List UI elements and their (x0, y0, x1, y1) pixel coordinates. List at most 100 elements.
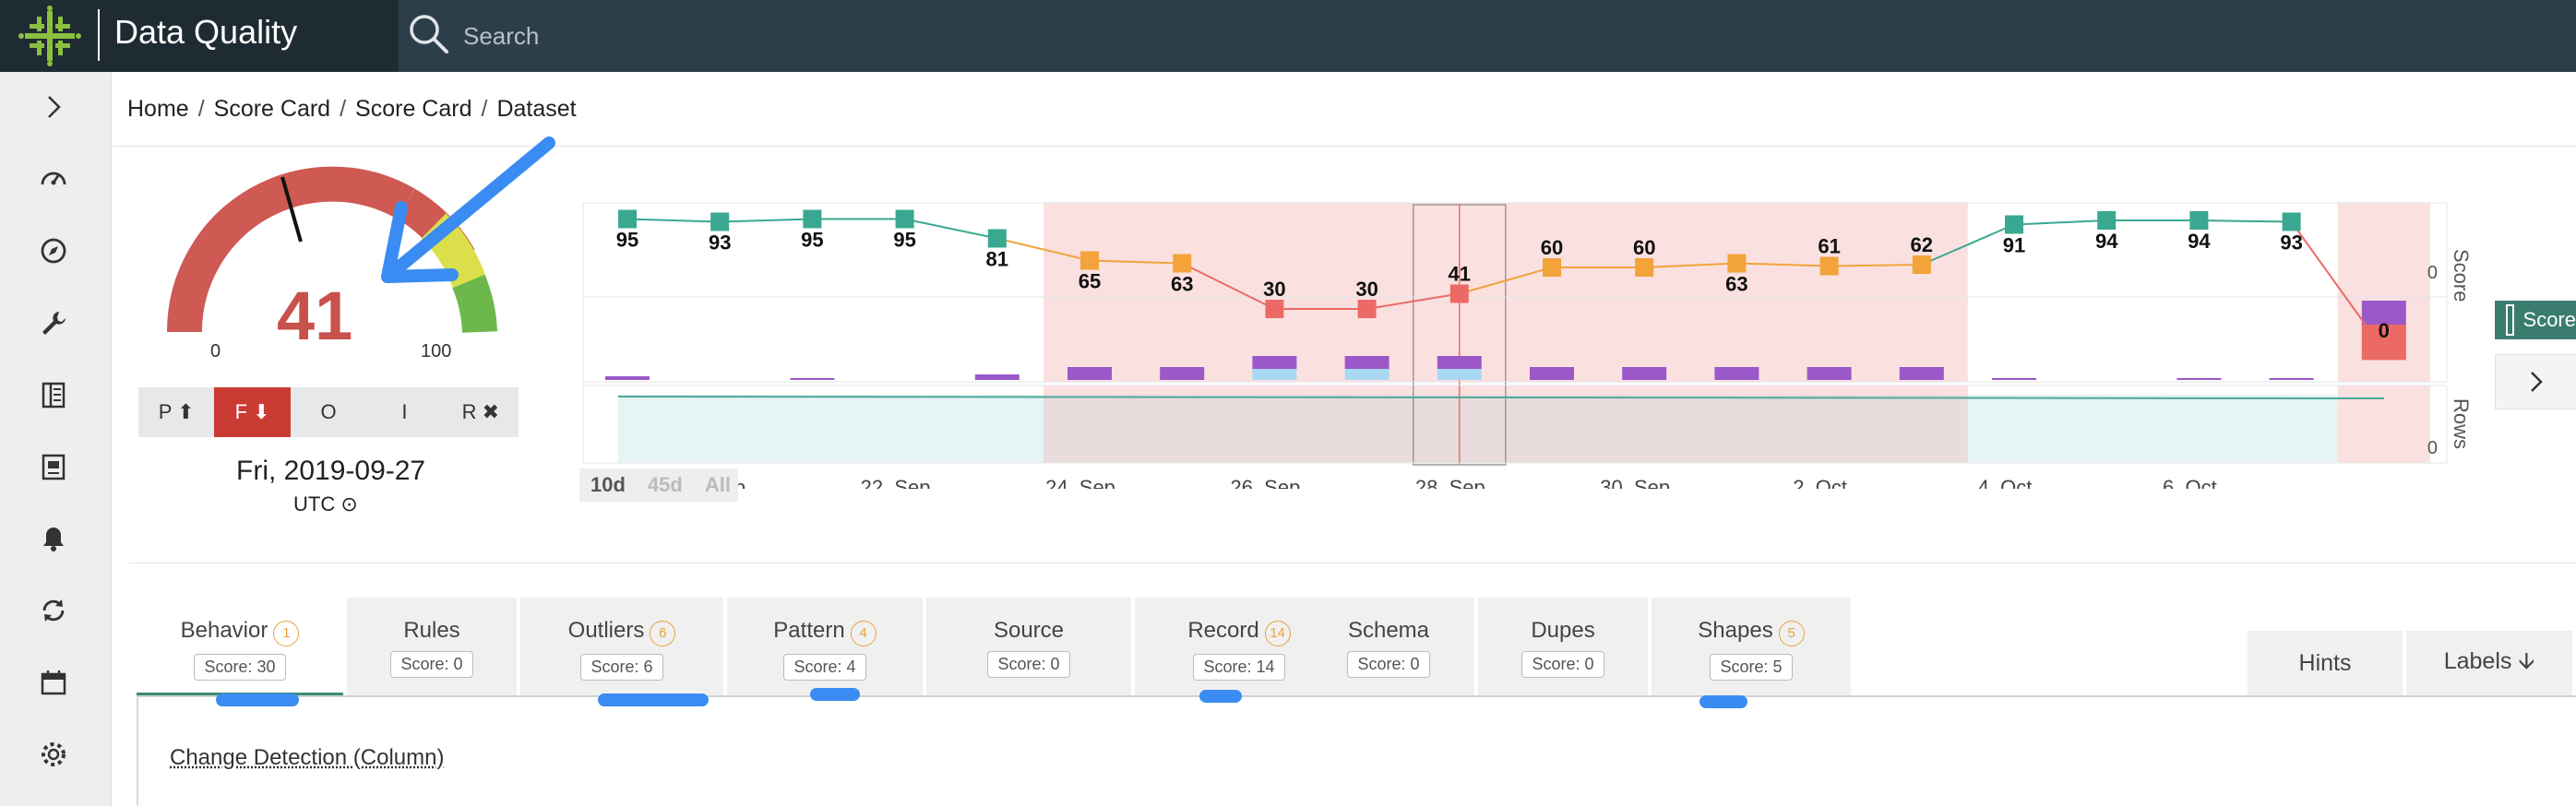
volume-bar (1345, 356, 1389, 369)
score-point (1727, 255, 1746, 273)
range-10d-button[interactable]: 10d (579, 473, 637, 497)
catalog-icon (39, 380, 68, 409)
tab-schema[interactable]: Schema Score: 0 (1303, 598, 1474, 695)
volume-bar (1437, 369, 1482, 380)
tab-shapes[interactable]: Shapes 5 Score: 5 (1652, 598, 1851, 695)
volume-bar (1530, 367, 1574, 380)
filter-f-button[interactable]: F ⬇ (214, 387, 290, 437)
sidebar-item-dashboard[interactable] (28, 153, 79, 205)
score-label: 60 (1633, 236, 1655, 259)
score-point (2189, 211, 2208, 230)
tab-label: Schema (1348, 618, 1429, 644)
report-icon (39, 452, 68, 481)
sidebar-item-reports[interactable] (28, 441, 79, 492)
tab-label: Outliers (568, 618, 645, 644)
range-all-button[interactable]: All (694, 473, 742, 497)
score-label: 62 (1911, 233, 1933, 256)
score-point (1820, 257, 1839, 276)
breadcrumb-scorecard-2[interactable]: Score Card (355, 96, 471, 122)
sidebar-item-catalog[interactable] (28, 369, 79, 421)
score-zero-label: 0 (2427, 263, 2438, 283)
alert-band (2338, 203, 2430, 297)
search-icon[interactable] (406, 11, 452, 57)
tab-content (137, 697, 2576, 806)
annotation-arrow-icon (351, 129, 563, 295)
speedometer-icon (39, 164, 68, 194)
volume-bar (1252, 369, 1296, 380)
sidebar-item-tools[interactable] (28, 297, 79, 349)
filter-r-button[interactable]: R ✖ (443, 387, 519, 437)
score-point (988, 230, 1007, 248)
score-point (1358, 300, 1377, 318)
tab-score: Score: 0 (1347, 651, 1429, 678)
tab-behavior[interactable]: Behavior 1 Score: 30 (137, 598, 343, 695)
breadcrumb-dataset[interactable]: Dataset (496, 96, 576, 122)
rows-area (618, 395, 1044, 463)
chevron-right-icon (2525, 368, 2547, 396)
volume-bar (975, 374, 1020, 380)
sidebar-item-alerts[interactable] (28, 513, 79, 564)
bell-icon (39, 524, 68, 553)
volume-bar (2270, 378, 2314, 380)
tab-label: Shapes (1698, 618, 1772, 644)
volume-bar (1160, 367, 1204, 380)
search-input[interactable] (461, 15, 1111, 57)
tab-score: Score: 14 (1193, 654, 1284, 681)
app-logo-icon (17, 6, 83, 66)
sidebar-item-sync[interactable] (28, 585, 79, 636)
tab-labels[interactable]: Labels 🡫 (2406, 631, 2572, 695)
x-tick-label: 2. Oct (1793, 476, 1847, 489)
change-detection-link[interactable]: Change Detection (Column) (170, 745, 444, 771)
tab-source[interactable]: Source Score: 0 (926, 598, 1131, 695)
chevron-right-icon (40, 93, 67, 121)
score-label: 95 (801, 229, 823, 252)
score-toggle-button[interactable]: Score (2495, 301, 2576, 339)
score-label: 63 (1725, 273, 1747, 296)
breadcrumb-scorecard[interactable]: Score Card (214, 96, 330, 122)
range-45d-button[interactable]: 45d (637, 473, 694, 497)
breadcrumb-home[interactable]: Home (127, 96, 189, 122)
tab-score: Score: 30 (194, 654, 285, 681)
score-label: 91 (2003, 234, 2025, 257)
score-label: 65 (1079, 270, 1101, 293)
score-point (1543, 258, 1561, 277)
brand: Data Quality (0, 0, 399, 72)
score-label: 93 (709, 231, 731, 255)
volume-bar (2176, 378, 2221, 380)
tab-score: Score: 6 (580, 654, 662, 681)
score-label: 0 (2379, 319, 2390, 342)
score-label: 30 (1263, 278, 1285, 301)
volume-bar (1714, 367, 1759, 380)
score-point (2005, 216, 2023, 234)
toggle-box-icon (2506, 304, 2514, 336)
score-label: 61 (1818, 235, 1840, 258)
sidebar-item-settings[interactable] (28, 729, 79, 780)
filter-i-button[interactable]: I (366, 387, 442, 437)
filter-p-button[interactable]: P ⬆ (138, 387, 214, 437)
sidebar-item-schedule[interactable] (28, 657, 79, 708)
score-label: 60 (1541, 236, 1563, 259)
filter-o-button[interactable]: O (291, 387, 366, 437)
annotation-mark (216, 693, 299, 706)
tab-pattern[interactable]: Pattern 4 Score: 4 (727, 598, 923, 695)
x-tick-label: 6. Oct (2163, 476, 2217, 489)
score-point (2283, 213, 2301, 231)
expand-sidebar-button[interactable] (28, 81, 79, 133)
tab-badge: 6 (650, 621, 675, 646)
tab-badge: 5 (1779, 621, 1805, 646)
tab-dupes[interactable]: Dupes Score: 0 (1478, 598, 1648, 695)
expand-panel-button[interactable] (2495, 354, 2576, 409)
tab-label: Source (994, 618, 1064, 644)
score-point (1450, 285, 1469, 303)
tab-hints[interactable]: Hints (2248, 631, 2403, 695)
gauge-score-value: 41 (277, 277, 352, 355)
clock-icon: ⊙ (340, 492, 357, 516)
rows-axis-label: Rows (2450, 398, 2473, 449)
wrench-icon (39, 308, 68, 338)
sidebar (0, 72, 112, 806)
x-tick-label: 24. Sep (1045, 476, 1115, 489)
tab-rules[interactable]: Rules Score: 0 (347, 598, 517, 695)
sidebar-item-explore[interactable] (28, 225, 79, 277)
tab-outliers[interactable]: Outliers 6 Score: 6 (520, 598, 723, 695)
score-line-segment (720, 219, 812, 222)
